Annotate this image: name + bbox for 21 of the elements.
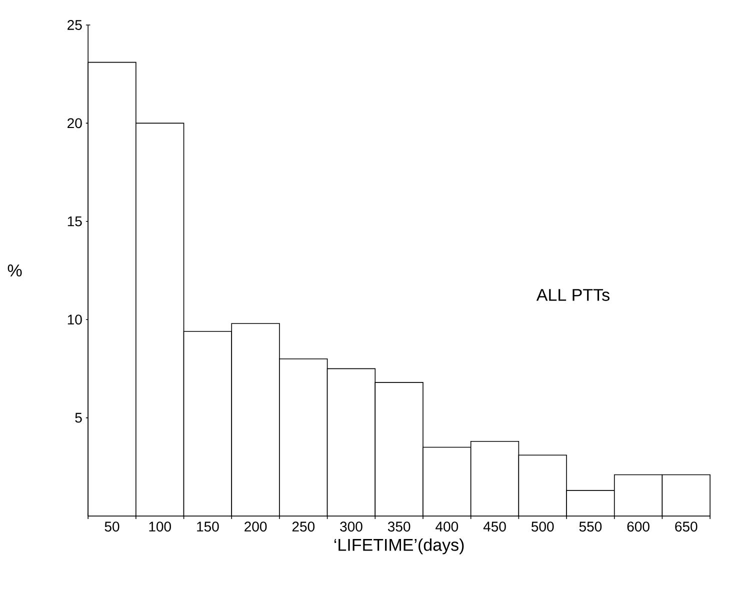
x-tick-label: 300 bbox=[340, 522, 362, 532]
x-tick-label: 50 bbox=[104, 522, 120, 532]
x-tick-label: 100 bbox=[149, 522, 171, 532]
x-axis-title: ‘LIFETIME’(days) bbox=[334, 538, 464, 554]
y-axis-title: % bbox=[8, 264, 22, 276]
x-tick-label: 400 bbox=[436, 522, 458, 532]
x-tick-label: 650 bbox=[675, 522, 698, 532]
y-tick-label: 5 bbox=[75, 412, 82, 423]
y-tick-label: 20 bbox=[68, 118, 82, 128]
x-tick-label: 250 bbox=[292, 522, 315, 532]
x-tick-label: 500 bbox=[532, 522, 554, 532]
x-tick-label: 600 bbox=[627, 522, 650, 532]
x-tick-label: 350 bbox=[388, 522, 410, 532]
y-tick-label: 10 bbox=[68, 314, 82, 325]
x-tick-label: 450 bbox=[483, 522, 506, 532]
y-tick-label: 25 bbox=[68, 20, 82, 30]
x-tick-label: 150 bbox=[197, 522, 219, 532]
x-tick-label: 200 bbox=[244, 522, 267, 532]
y-tick-label: 15 bbox=[68, 216, 82, 226]
x-tick-label: 550 bbox=[579, 522, 602, 532]
annotation: ALL PTTs bbox=[536, 289, 610, 301]
